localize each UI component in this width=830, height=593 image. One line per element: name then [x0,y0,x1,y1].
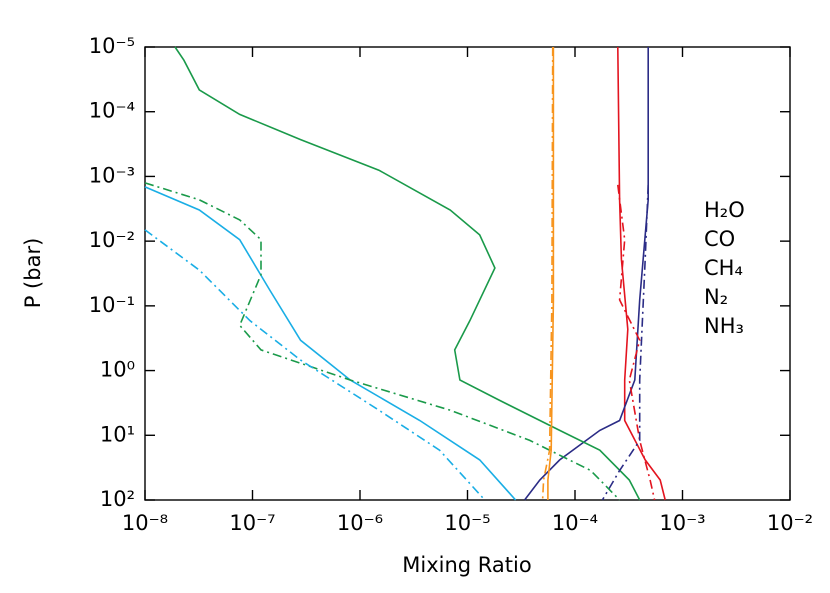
y-tick-label: 10¹ [100,422,135,446]
x-tick-label: 10⁻² [767,511,813,535]
series-line [523,47,649,501]
series-line [617,184,656,501]
legend-entry: CH₄ [704,256,743,280]
legend-entry: CO [704,227,735,251]
x-tick-label: 10⁻⁶ [337,511,383,535]
x-axis-title: Mixing Ratio [402,553,531,577]
x-tick-label: 10⁻³ [659,511,705,535]
y-tick-label: 10⁻⁴ [89,99,135,123]
x-tick-label: 10⁻⁷ [229,511,275,535]
series-line [174,46,641,501]
series-line [144,186,517,501]
y-tick-label: 10⁻² [89,228,135,252]
series-line [547,47,555,500]
y-tick-label: 10⁻⁵ [89,34,135,58]
y-tick-label: 10² [100,487,135,511]
y-tick-label: 10⁻³ [89,163,135,187]
y-tick-label: 10⁻¹ [89,293,135,317]
x-tick-label: 10⁻⁸ [122,511,168,535]
series-line [601,184,649,501]
legend-entry: N₂ [704,285,728,309]
series-line [541,46,554,501]
series-line [617,46,666,501]
series-line [144,229,486,501]
legend-entry: H₂O [704,198,745,222]
x-tick-label: 10⁻⁵ [444,511,490,535]
y-axis-title: P (bar) [21,238,45,309]
legend-entry: NH₃ [704,314,744,338]
x-tick-label: 10⁻⁴ [552,511,598,535]
y-tick-label: 10⁰ [100,358,135,382]
